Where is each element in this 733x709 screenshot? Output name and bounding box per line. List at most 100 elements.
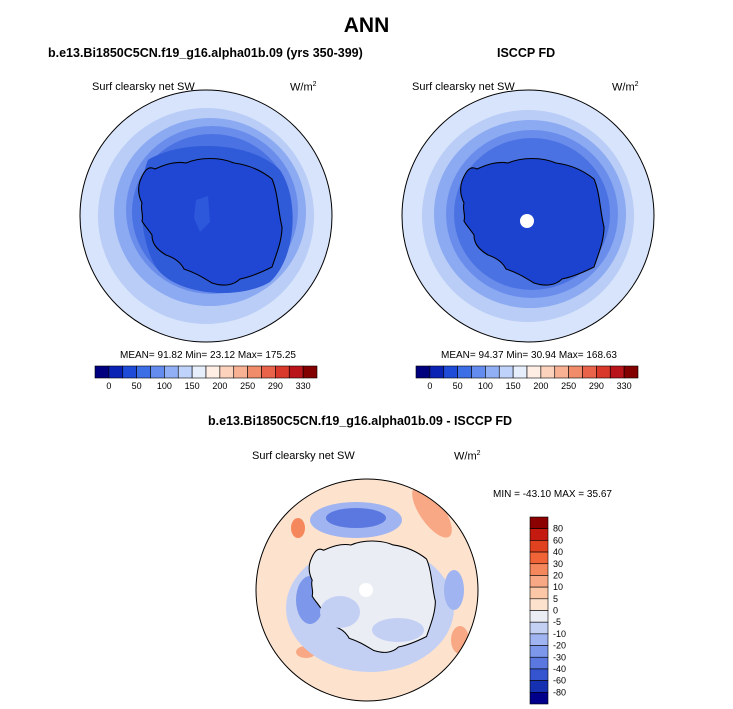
colorbar-swatch: [191, 365, 207, 379]
colorbar-swatch: [529, 656, 549, 670]
colorbar-swatch: [471, 365, 486, 379]
colorbar-tick-label: 0: [427, 381, 432, 391]
colorbar-tick-label: 40: [553, 547, 563, 557]
colorbar-tick-label: -30: [553, 652, 566, 662]
panel2-subtitle: ISCCP FD: [497, 46, 556, 60]
colorbar-swatch: [568, 365, 583, 379]
missing-data-disc-icon: [359, 583, 373, 597]
colorbar-tick-label: 100: [478, 381, 493, 391]
colorbar-swatch: [529, 610, 549, 623]
colorbar-swatch: [275, 365, 290, 379]
colorbar-swatch: [415, 365, 431, 379]
colorbar-tick-label: 50: [132, 381, 142, 391]
colorbar-swatch: [485, 365, 500, 379]
colorbar-swatch: [582, 365, 597, 379]
colorbar-tick-label: -10: [553, 629, 566, 639]
colorbar-tick-label: -5: [553, 617, 561, 627]
colorbar-swatch: [233, 365, 248, 379]
panel3-map: [255, 478, 479, 702]
panel2-map: [401, 89, 655, 343]
colorbar-tick-label: -60: [553, 676, 566, 686]
colorbar-swatch: [529, 598, 549, 611]
colorbar-tick-label: 250: [240, 381, 255, 391]
colorbar-swatch: [529, 563, 549, 576]
colorbar-swatch: [529, 586, 549, 600]
colorbar-swatch: [526, 365, 542, 379]
colorbar-swatch: [302, 365, 318, 379]
panel2-variable: Surf clearsky net SW: [412, 81, 515, 93]
colorbar-tick-label: 290: [268, 381, 283, 391]
colorbar-tick-label: 200: [212, 381, 227, 391]
colorbar-swatch: [261, 365, 276, 379]
colorbar-tick-label: 250: [561, 381, 576, 391]
colorbar-swatch: [150, 365, 165, 379]
colorbar-tick-label: -20: [553, 641, 566, 651]
colorbar-tick-label: -80: [553, 687, 566, 697]
panel2-units: W/m2: [612, 81, 639, 94]
panel2-stats: MEAN= 94.37 Min= 30.94 Max= 168.63: [441, 350, 617, 361]
panel1-colorbar: 0 50 100 150 200 250 290 330: [94, 365, 318, 391]
colorbar-swatch: [136, 365, 151, 379]
figure-title: ANN: [343, 14, 390, 37]
colorbar-tick-label: -40: [553, 664, 566, 674]
colorbar-tick-label: 150: [185, 381, 200, 391]
colorbar-tick-label: 10: [553, 582, 563, 592]
colorbar-swatch: [529, 575, 549, 588]
colorbar-swatch: [108, 365, 124, 379]
colorbar-swatch: [443, 365, 458, 379]
colorbar-tick-label: 30: [553, 559, 563, 569]
panel1-subtitle: b.e13.Bi1850C5CN.f19_g16.alpha01b.09 (yr…: [48, 46, 363, 60]
colorbar-tick-label: 50: [453, 381, 463, 391]
colorbar-tick-label: 0: [553, 606, 558, 616]
colorbar-swatch: [529, 621, 549, 635]
colorbar-tick-label: 80: [553, 524, 563, 534]
colorbar-tick-label: 0: [106, 381, 111, 391]
colorbar-swatch: [247, 365, 262, 379]
colorbar-swatch: [540, 365, 556, 379]
colorbar-swatch: [529, 516, 549, 529]
colorbar-swatch: [429, 365, 445, 379]
colorbar-tick-label: 100: [157, 381, 172, 391]
colorbar-swatch: [623, 365, 639, 379]
missing-data-disc-icon: [520, 214, 534, 228]
colorbar-swatch: [529, 540, 549, 553]
colorbar-swatch: [609, 365, 625, 379]
colorbar-swatch: [177, 365, 193, 379]
colorbar-swatch: [288, 365, 304, 379]
panel1-variable: Surf clearsky net SW: [92, 81, 195, 93]
colorbar-swatch: [596, 365, 611, 379]
panel1-units: W/m2: [290, 81, 317, 94]
colorbar-tick-label: 5: [553, 594, 558, 604]
colorbar-swatch: [529, 668, 549, 681]
colorbar-swatch: [219, 365, 235, 379]
panel1-stats: MEAN= 91.82 Min= 23.12 Max= 175.25: [120, 350, 296, 361]
colorbar-swatch: [512, 365, 528, 379]
colorbar-swatch: [554, 365, 569, 379]
colorbar-swatch: [529, 680, 549, 693]
colorbar-tick-label: 330: [617, 381, 632, 391]
panel3-subtitle: b.e13.Bi1850C5CN.f19_g16.alpha01b.09 - I…: [208, 414, 513, 428]
colorbar-tick-label: 330: [296, 381, 311, 391]
colorbar-swatch: [94, 365, 110, 379]
colorbar-swatch: [529, 633, 549, 646]
colorbar-swatch: [529, 551, 549, 565]
colorbar-tick-label: 150: [506, 381, 521, 391]
panel1-map: [79, 89, 333, 343]
colorbar-tick-label: 20: [553, 570, 563, 580]
panel2-colorbar: 0 50 100 150 200 250 290 330: [415, 365, 639, 391]
colorbar-swatch: [457, 365, 472, 379]
colorbar-swatch: [529, 528, 549, 541]
colorbar-swatch: [529, 645, 549, 658]
colorbar-swatch: [205, 365, 221, 379]
colorbar-tick-label: 290: [589, 381, 604, 391]
panel3-stats: MIN = -43.10 MAX = 35.67: [493, 489, 612, 500]
colorbar-tick-label: 60: [553, 535, 563, 545]
colorbar-swatch: [498, 365, 514, 379]
colorbar-swatch: [529, 692, 549, 705]
colorbar-swatch: [164, 365, 179, 379]
panel3-variable: Surf clearsky net SW: [252, 450, 355, 462]
panel3-units: W/m2: [454, 450, 481, 463]
colorbar-tick-label: 200: [533, 381, 548, 391]
